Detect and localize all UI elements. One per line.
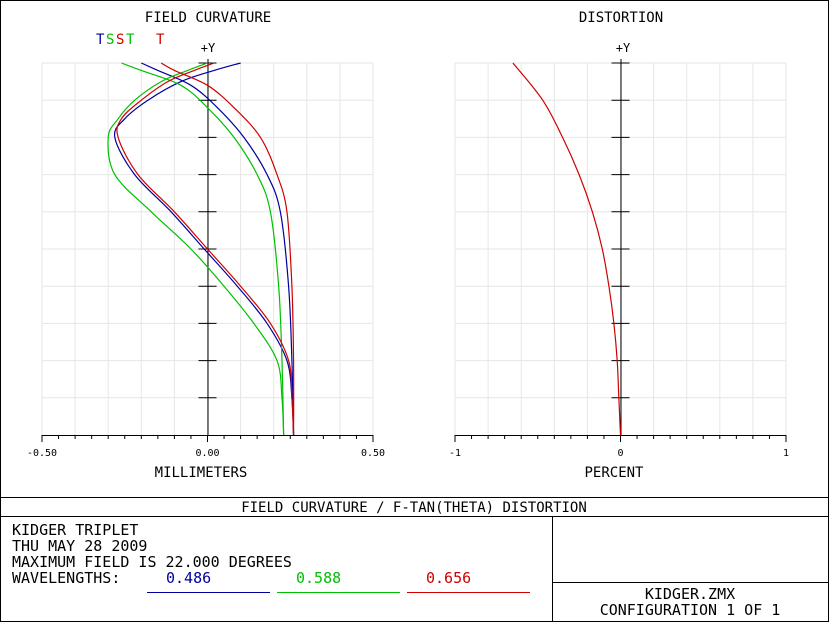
x-tick-label: -0.50 (27, 448, 57, 459)
legend-letter: T (156, 32, 165, 48)
series-line-5 (160, 62, 295, 436)
wavelength-0656: 0.656 (426, 569, 471, 587)
field-curvature-x-label: MILLIMETERS (155, 465, 248, 481)
field-curvature-title: FIELD CURVATURE (145, 10, 271, 26)
legend-letter: S (106, 32, 114, 48)
legend-letter: T (96, 32, 105, 48)
wavelength-0588: 0.588 (296, 569, 341, 587)
x-tick-label: -1 (449, 448, 461, 459)
distortion-axes: -1 0 1 (449, 59, 789, 459)
file-name: KIDGER.ZMX (645, 585, 735, 603)
distortion-title: DISTORTION (579, 10, 663, 26)
lens-name: KIDGER TRIPLET (12, 521, 138, 539)
distortion-y-label: +Y (616, 41, 631, 55)
distortion-grid (454, 62, 787, 435)
distortion-plot: DISTORTION -1 0 1 +Y PERCENT (449, 10, 789, 481)
wavelength-0486: 0.486 (166, 569, 211, 587)
date-text: THU MAY 28 2009 (12, 537, 147, 555)
x-tick-label: 0 (617, 448, 623, 459)
legend-letter: S (116, 32, 124, 48)
legend-letter: T (126, 32, 135, 48)
wavelengths-label: WAVELENGTHS: (12, 569, 120, 587)
series-line-0 (512, 62, 622, 436)
series-line-4 (116, 62, 295, 436)
maximum-field-text: MAXIMUM FIELD IS 22.000 DEGREES (12, 553, 292, 571)
field-curvature-series (107, 62, 295, 436)
x-tick-label: 1 (783, 448, 789, 459)
distortion-series (512, 62, 622, 436)
x-tick-label: 0.50 (361, 448, 385, 459)
info-panel: FIELD CURVATURE / F-TAN(THETA) DISTORTIO… (0, 497, 829, 622)
series-line-2 (121, 62, 285, 436)
x-tick-label: 0.00 (195, 448, 219, 459)
configuration-text: CONFIGURATION 1 OF 1 (600, 601, 781, 619)
series-line-0 (113, 62, 295, 436)
field-curvature-y-label: +Y (201, 41, 216, 55)
series-line-3 (107, 62, 285, 436)
plot-header-title: FIELD CURVATURE / F-TAN(THETA) DISTORTIO… (241, 500, 587, 516)
field-curvature-axes: -0.50 0.00 0.50 (27, 59, 385, 459)
distortion-x-label: PERCENT (584, 465, 644, 481)
